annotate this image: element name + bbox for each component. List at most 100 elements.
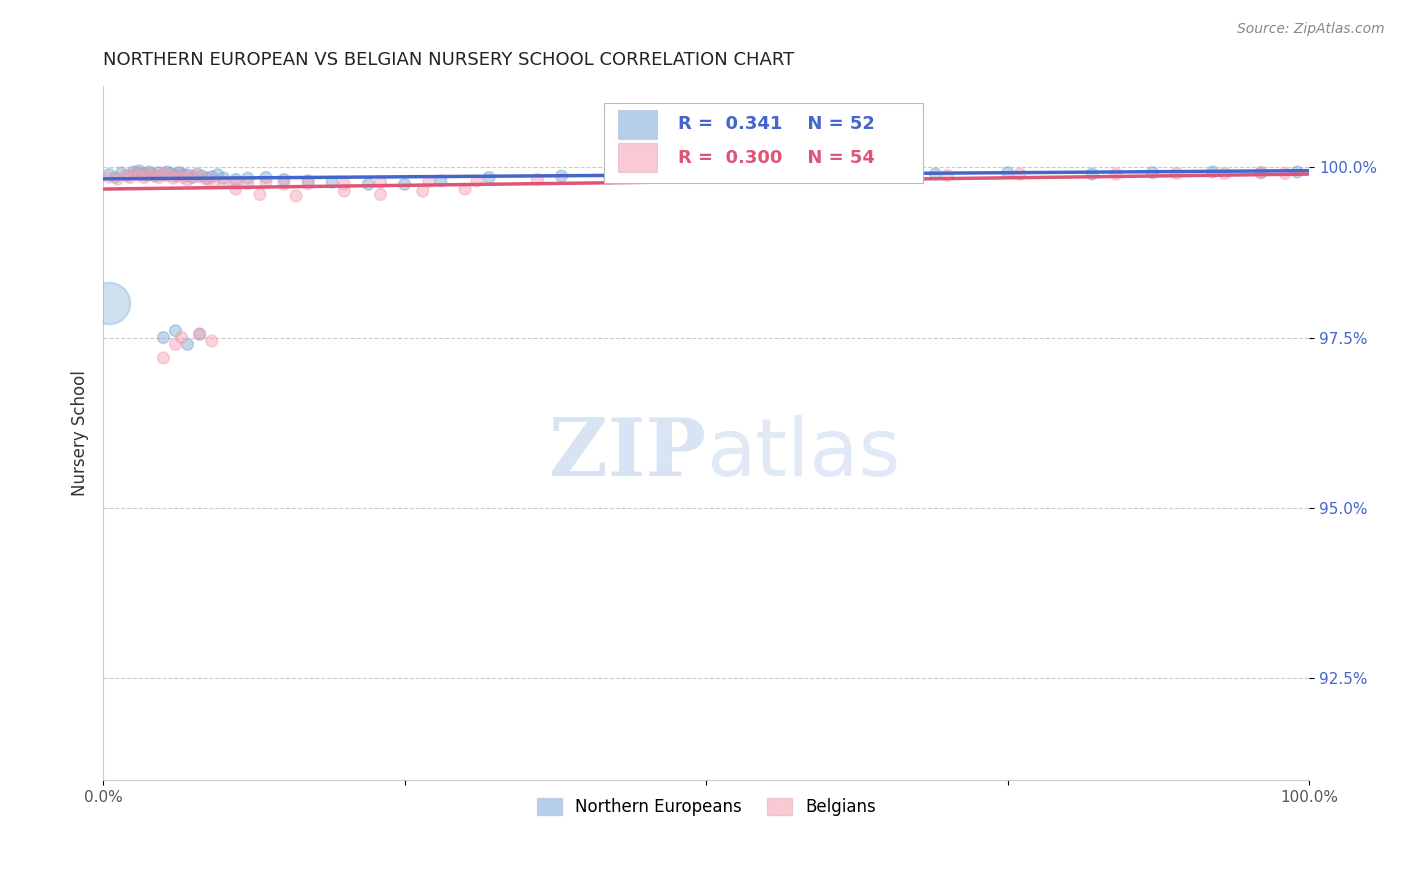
Point (254, 175, 277, 189)
Point (225, 182, 247, 196)
Point (1286, 165, 1309, 179)
Point (478, 170, 501, 185)
Point (1105, 167, 1128, 181)
Point (285, 189, 308, 203)
Point (936, 169, 959, 183)
Point (273, 172, 295, 186)
Point (599, 171, 621, 186)
Point (465, 174, 488, 188)
Point (1213, 166, 1236, 180)
Point (997, 166, 1019, 180)
Point (138, 167, 160, 181)
Point (188, 327, 211, 342)
Point (156, 165, 179, 179)
Point (394, 178, 416, 192)
Point (202, 174, 225, 188)
Point (134, 170, 156, 185)
Point (143, 169, 166, 183)
Point (104, 170, 127, 185)
Point (110, 166, 132, 180)
Point (152, 168, 174, 182)
Point (201, 334, 224, 348)
Point (201, 169, 224, 184)
Point (236, 177, 259, 191)
Point (172, 170, 194, 185)
Point (176, 172, 198, 186)
Point (152, 330, 174, 344)
Point (273, 178, 295, 192)
Point (148, 166, 170, 180)
Point (212, 175, 235, 189)
Point (188, 327, 211, 342)
Point (195, 171, 218, 186)
Point (370, 187, 392, 202)
Point (98, 167, 121, 181)
Point (1202, 165, 1225, 179)
Point (176, 337, 198, 351)
Text: ZIP: ZIP (550, 415, 706, 492)
Point (1081, 167, 1104, 181)
Point (430, 174, 453, 188)
Point (297, 174, 319, 188)
Point (236, 171, 259, 186)
Point (839, 166, 862, 180)
Point (418, 175, 440, 189)
Point (212, 171, 235, 186)
Point (159, 166, 181, 180)
Point (623, 169, 645, 183)
Point (98, 296, 121, 310)
Point (321, 175, 343, 189)
Point (454, 182, 477, 196)
Point (225, 172, 247, 186)
Text: R =  0.341    N = 52: R = 0.341 N = 52 (679, 115, 876, 134)
Point (165, 169, 187, 183)
Point (412, 184, 434, 198)
Point (191, 169, 214, 183)
Point (852, 167, 875, 181)
Point (165, 324, 187, 338)
Bar (619, 110, 657, 139)
Text: NORTHERN EUROPEAN VS BELGIAN NURSERY SCHOOL CORRELATION CHART: NORTHERN EUROPEAN VS BELGIAN NURSERY SCH… (103, 51, 794, 69)
Point (167, 169, 190, 183)
Point (117, 169, 139, 183)
Point (141, 167, 163, 181)
Point (731, 167, 754, 181)
Point (370, 175, 392, 189)
Point (1250, 166, 1272, 180)
Point (98, 170, 121, 185)
Y-axis label: Nursery School: Nursery School (72, 370, 89, 496)
Point (249, 187, 271, 202)
Point (125, 166, 148, 180)
Point (132, 167, 155, 181)
Point (138, 165, 160, 179)
Point (176, 169, 198, 183)
Point (152, 351, 174, 365)
Point (152, 167, 174, 181)
Point (333, 184, 356, 198)
Point (142, 169, 165, 183)
Text: atlas: atlas (706, 415, 901, 492)
Point (135, 169, 157, 183)
Point (172, 167, 194, 181)
Point (1166, 166, 1188, 180)
Point (1250, 166, 1272, 180)
Point (254, 170, 277, 185)
FancyBboxPatch shape (603, 103, 924, 183)
Point (1142, 166, 1164, 180)
Point (118, 170, 141, 185)
Legend: Northern Europeans, Belgians: Northern Europeans, Belgians (529, 789, 884, 824)
Point (526, 172, 548, 186)
Point (297, 177, 319, 191)
Point (107, 172, 129, 186)
Point (124, 166, 146, 180)
Point (924, 167, 946, 181)
Point (162, 171, 184, 186)
Point (683, 169, 706, 184)
Point (170, 330, 193, 344)
Point (148, 170, 170, 185)
Bar (619, 144, 657, 172)
Point (114, 169, 136, 183)
Point (768, 169, 790, 183)
Point (188, 169, 211, 184)
Point (333, 178, 356, 192)
